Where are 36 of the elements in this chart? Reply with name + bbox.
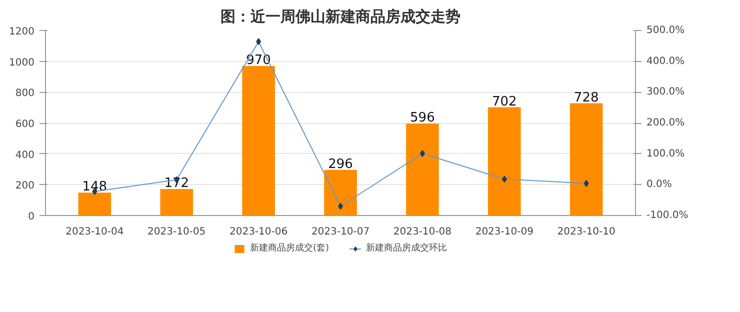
y-tick-label: 1200 bbox=[9, 26, 35, 38]
bar bbox=[324, 170, 357, 216]
chart-title: 图：近一周佛山新建商品房成交走势 bbox=[220, 8, 460, 26]
y2-tick-label: 100.0% bbox=[646, 148, 685, 160]
bar bbox=[78, 192, 112, 216]
y2-tick-label: 400.0% bbox=[646, 56, 685, 67]
x-tick-label: 2023-10-09 bbox=[475, 226, 534, 238]
bar bbox=[570, 103, 603, 216]
x-tick-label: 2023-10-10 bbox=[557, 226, 616, 238]
y-tick-label: 0 bbox=[28, 212, 35, 222]
x-tick-label: 2023-10-04 bbox=[66, 226, 124, 238]
legend-label: 新建商品房成交环比 bbox=[366, 242, 448, 254]
bar bbox=[406, 124, 439, 216]
y-tick-label: 1000 bbox=[9, 57, 35, 68]
data-label: 148 bbox=[82, 180, 108, 195]
y2-tick-label: 500.0% bbox=[646, 25, 685, 36]
y-tick-label: 400 bbox=[15, 150, 35, 161]
x-tick-label: 2023-10-08 bbox=[393, 226, 452, 238]
data-label: 596 bbox=[410, 110, 435, 126]
y2-tick-label: 0.0% bbox=[646, 179, 672, 190]
y-tick-label: 800 bbox=[15, 88, 35, 100]
bar bbox=[242, 66, 275, 216]
bar bbox=[160, 188, 193, 216]
y2-tick-label: -100.0% bbox=[646, 210, 688, 221]
y2-tick-label: 200.0% bbox=[646, 118, 685, 128]
x-tick-label: 2023-10-07 bbox=[311, 226, 370, 238]
data-label: 296 bbox=[328, 156, 353, 172]
y-tick-label: 600 bbox=[15, 119, 35, 130]
x-tick-label: 2023-10-06 bbox=[230, 226, 288, 238]
x-tick-label: 2023-10-05 bbox=[148, 226, 206, 238]
data-label: 728 bbox=[574, 90, 599, 106]
data-label: 702 bbox=[492, 94, 517, 110]
bar bbox=[488, 107, 521, 216]
y-tick-label: 200 bbox=[15, 180, 35, 192]
y2-tick-label: 300.0% bbox=[646, 86, 685, 98]
legend-label: 新建商品房成交(套) bbox=[250, 242, 330, 254]
